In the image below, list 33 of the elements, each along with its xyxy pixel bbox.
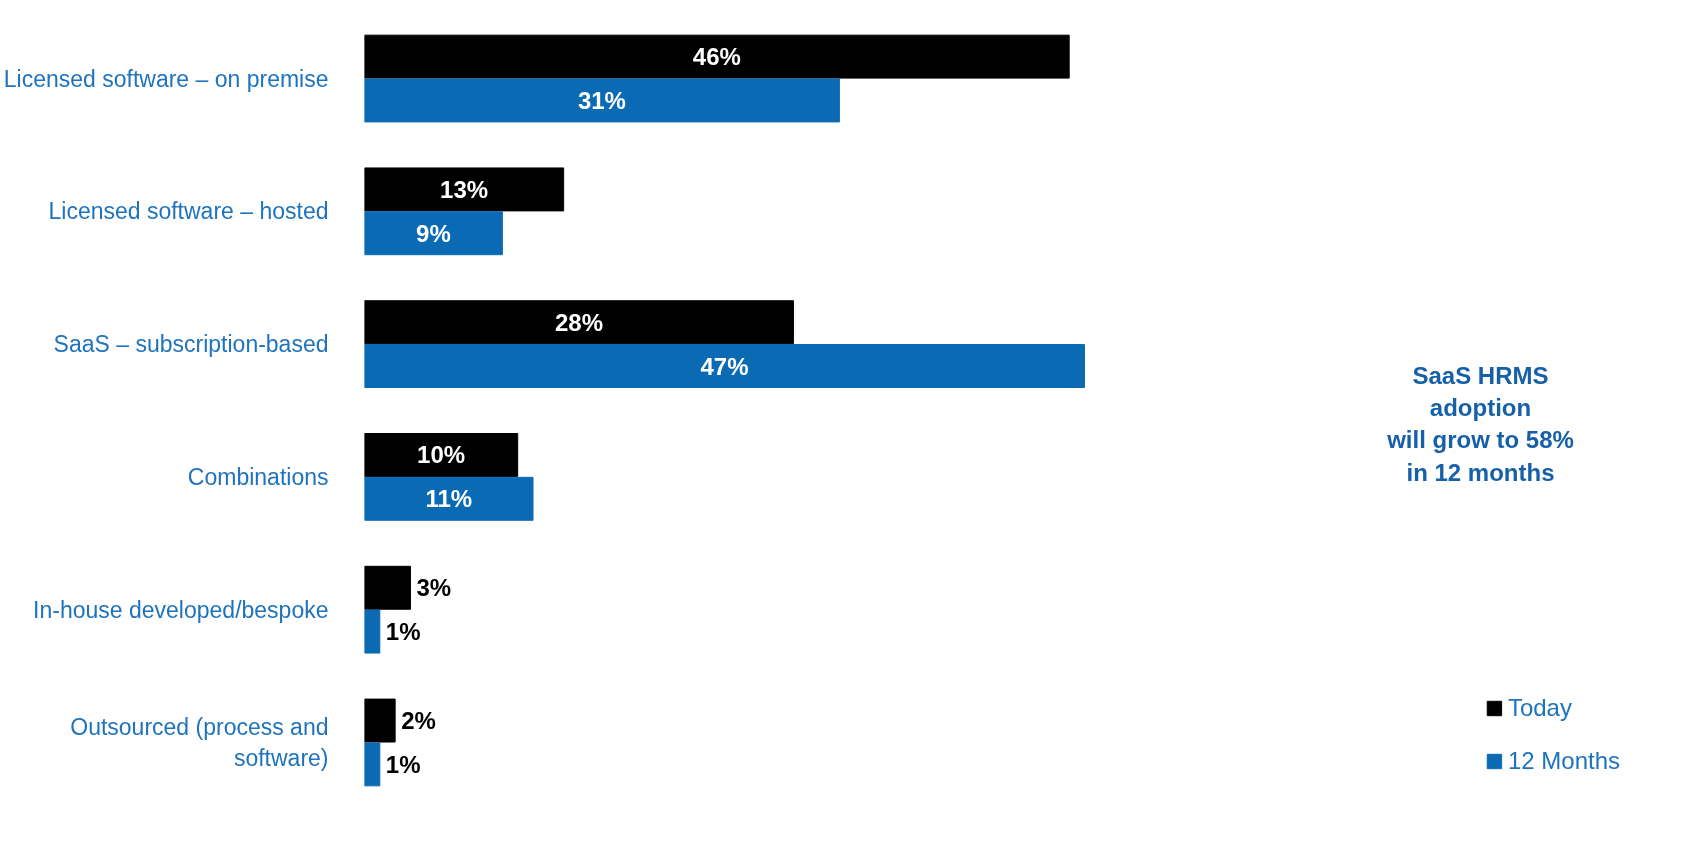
legend-label: Today [1507, 694, 1572, 722]
data-label: 13% [440, 175, 489, 203]
data-label: 3% [416, 574, 452, 602]
bar [364, 742, 381, 787]
y-tick-label: Combinations [187, 463, 329, 490]
bar [364, 698, 396, 743]
y-tick-label: Licensed software – on premise [3, 65, 329, 92]
data-label: 28% [554, 308, 603, 336]
data-label: 9% [416, 219, 451, 247]
bar [364, 167, 565, 212]
legend-label: 12 Months [1507, 747, 1620, 775]
data-label: 46% [692, 43, 741, 71]
y-tick-label: In-house developed/bespoke [33, 596, 329, 623]
data-label: 10% [417, 441, 466, 469]
bar [364, 344, 1085, 388]
bar [364, 34, 1070, 79]
bar [364, 300, 794, 345]
text: SaaS HRMS adoption will grow to 58% in 12 months [1386, 361, 1574, 486]
y-tick-label: SaaS – subscription-based [53, 331, 329, 358]
bar [364, 78, 840, 123]
bar [364, 565, 411, 610]
y-tick-label: Licensed software – hosted [48, 198, 329, 225]
bar [364, 476, 534, 521]
data-label: 11% [425, 485, 473, 513]
data-label: 1% [385, 618, 421, 646]
bar [364, 609, 381, 654]
bar [364, 211, 503, 256]
y-tick-label: Outsourced (process and software) [70, 713, 329, 772]
data-label: 1% [385, 750, 421, 778]
data-label: 31% [577, 86, 626, 114]
data-label: 47% [700, 352, 749, 380]
bar [364, 433, 519, 477]
data-label: 2% [401, 707, 436, 735]
